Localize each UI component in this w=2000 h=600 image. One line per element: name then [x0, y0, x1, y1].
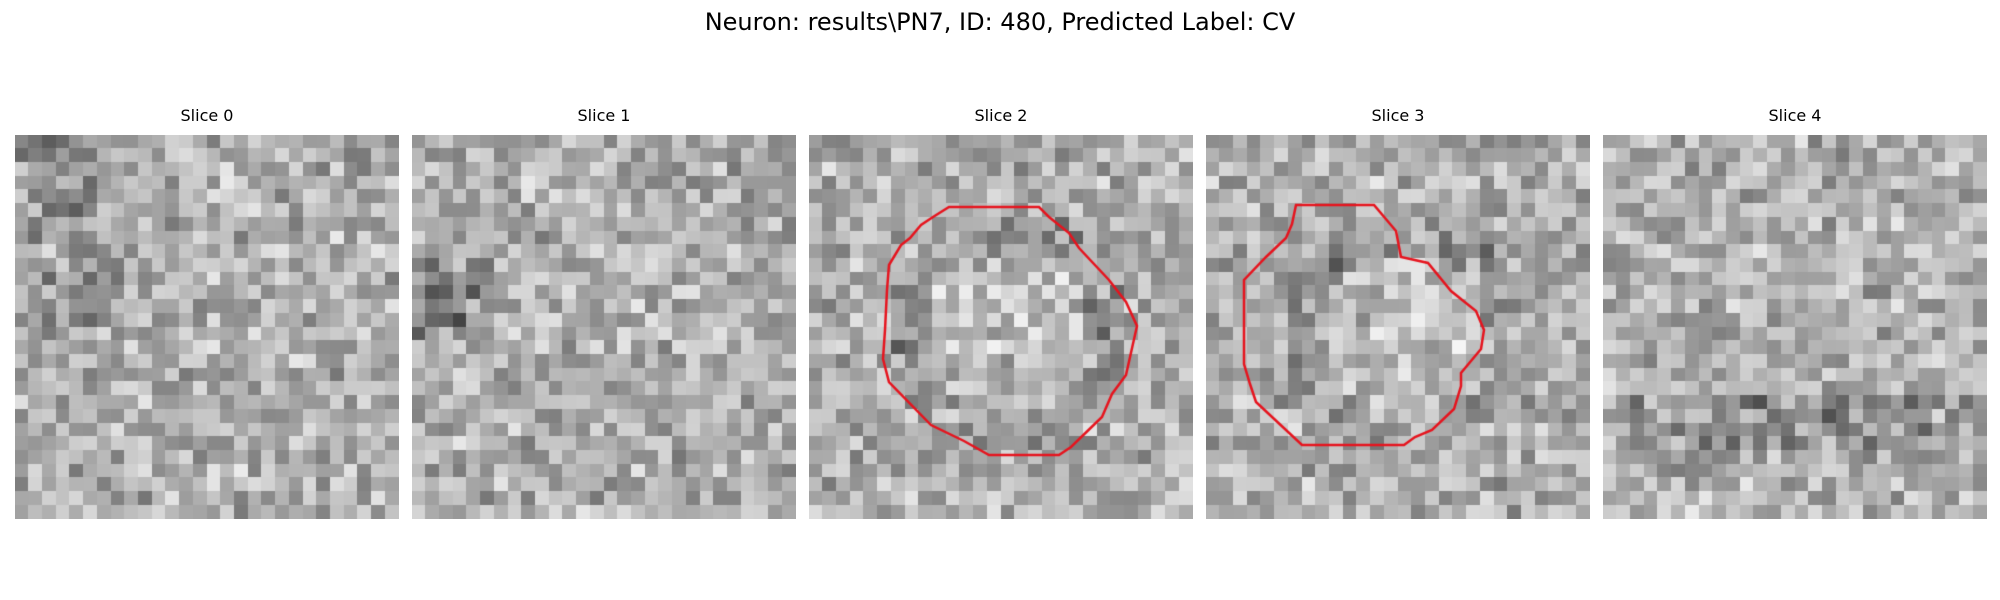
slice-title: Slice 3 [1371, 106, 1425, 125]
slice-title: Slice 4 [1768, 106, 1822, 125]
slice-image [1206, 135, 1590, 519]
slice-image [15, 135, 399, 519]
figure-title: Neuron: results\PN7, ID: 480, Predicted … [704, 8, 1296, 36]
slice-title: Slice 2 [974, 106, 1028, 125]
slice-image [1603, 135, 1987, 519]
slice-title: Slice 0 [180, 106, 234, 125]
slice-title: Slice 1 [577, 106, 631, 125]
slice-image [412, 135, 796, 519]
slice-image [809, 135, 1193, 519]
